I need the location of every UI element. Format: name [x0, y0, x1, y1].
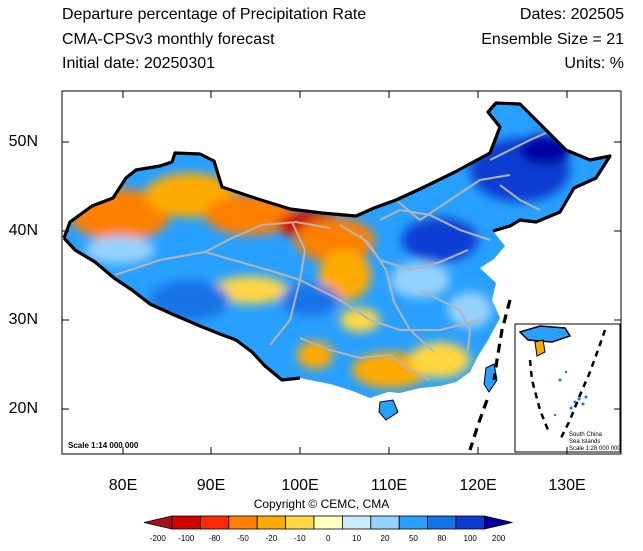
lon-label-130e: 130E	[548, 477, 586, 494]
lat-label-20n: 20N	[8, 400, 38, 417]
lat-label-50n: 50N	[8, 133, 38, 150]
colorbar-label: 50	[408, 534, 418, 543]
forecast-dates: Dates: 202505	[519, 6, 624, 23]
colorbar-label: 20	[380, 534, 390, 543]
colorbar-label: -10	[294, 534, 306, 543]
colorbar-label: 0	[325, 534, 331, 543]
lon-label-100e: 100E	[281, 477, 319, 494]
initial-date: Initial date: 20250301	[62, 55, 216, 72]
colorbar-cell	[427, 515, 457, 530]
nine-dash-line	[468, 299, 512, 451]
map-subtitle: CMA-CPSv3 monthly forecast	[62, 31, 275, 48]
lon-label-90e: 90E	[196, 477, 226, 494]
colorbar-cell	[370, 515, 400, 530]
lat-label-30n: 30N	[8, 311, 38, 328]
colorbar-cell	[285, 515, 315, 530]
colorbar-cell	[228, 515, 258, 530]
colorbar-cell	[256, 515, 287, 530]
colorbar-arrow-high	[483, 515, 513, 530]
colorbar-label: 80	[437, 534, 447, 543]
hainan-island	[378, 399, 399, 421]
colorbar-label: 10	[352, 534, 362, 543]
colorbar-label: -80	[208, 534, 221, 543]
axis-ticks	[62, 91, 621, 454]
inset-caption-line: South China	[569, 432, 603, 438]
ensemble-size: Ensemble Size = 21	[481, 31, 624, 48]
colorbar-label: 100	[463, 534, 477, 543]
colorbar-label: -20	[265, 534, 278, 543]
map-scale-label: Scale 1:14 000 000	[68, 441, 139, 450]
inset-caption: South China Sea Islands Scale 1:28 000 0…	[569, 432, 621, 453]
colorbar-label: -100	[178, 534, 195, 543]
colorbar-cell	[313, 515, 343, 530]
colorbar-cell	[171, 515, 201, 530]
colorbar-label: 200	[491, 534, 506, 543]
lon-label-120e: 120E	[459, 477, 497, 494]
lon-label-80e: 80E	[108, 477, 138, 494]
inset-caption-line: Sea Islands	[569, 439, 601, 445]
copyright-notice: Copyright © CEMC, CMA	[253, 497, 390, 511]
national-border	[62, 101, 612, 382]
colorbar-arrow-low	[143, 515, 173, 530]
colorbar-cell	[199, 515, 230, 530]
colorbar-cell	[398, 515, 429, 530]
province-boundaries	[114, 131, 549, 381]
colorbar-cell	[455, 515, 485, 530]
taiwan-island	[483, 363, 498, 393]
colorbar-cell	[341, 515, 372, 530]
colorbar-label: -200	[149, 534, 166, 543]
lat-label-40n: 40N	[8, 222, 38, 239]
lon-label-110e: 110E	[370, 477, 408, 494]
colorbar-label: -50	[237, 534, 249, 543]
inset-caption-line: Scale 1:28 000 000	[569, 446, 621, 452]
units-label: Units: %	[564, 55, 624, 72]
map-title: Departure percentage of Precipitation Ra…	[62, 6, 367, 23]
